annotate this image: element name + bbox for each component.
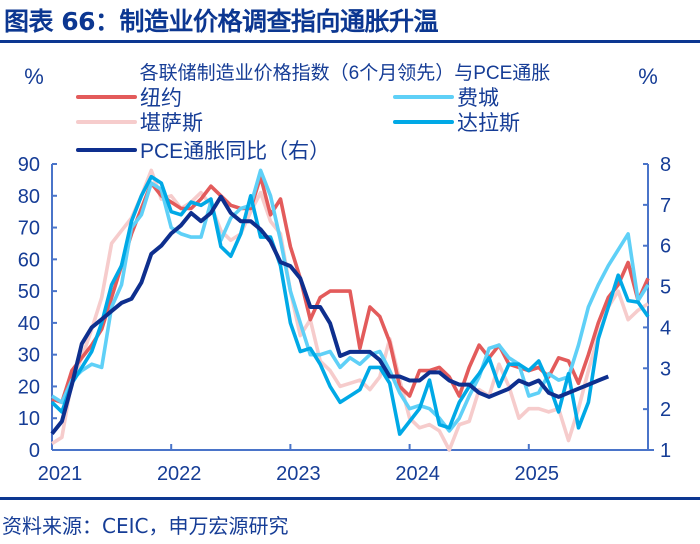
chart-title: 各联储制造业价格指数（6个月领先）与PCE通胀 <box>140 62 551 84</box>
right-tick-label: 5 <box>660 277 671 299</box>
right-tick-label: 6 <box>660 236 671 258</box>
left-axis-unit: % <box>24 64 44 89</box>
left-tick-label: 20 <box>18 376 40 398</box>
legend-label: 达拉斯 <box>457 112 520 135</box>
right-tick-label: 8 <box>660 154 671 176</box>
right-axis-unit: % <box>638 64 658 89</box>
left-tick-label: 0 <box>29 440 40 462</box>
right-tick-label: 2 <box>660 399 671 421</box>
right-tick-label: 7 <box>660 195 671 217</box>
left-tick-label: 40 <box>18 313 40 335</box>
series-line-3 <box>50 174 650 436</box>
x-tick-label: 2024 <box>395 463 440 485</box>
source-note: 资料来源：CEIC，申万宏源研究 <box>2 514 289 538</box>
left-tick-label: 60 <box>18 249 40 271</box>
right-tick-label: 1 <box>660 440 671 462</box>
x-tick-label: 2025 <box>515 463 560 485</box>
series-line-4 <box>50 194 610 435</box>
footer-rule <box>0 497 700 500</box>
x-tick-label: 2022 <box>157 463 202 485</box>
series-line-1 <box>51 168 650 433</box>
legend-label: PCE通胀同比（右） <box>140 140 330 163</box>
right-tick-label: 4 <box>660 317 671 339</box>
x-tick-label: 2021 <box>38 463 83 485</box>
left-tick-label: 80 <box>18 186 40 208</box>
legend-label: 纽约 <box>140 87 182 110</box>
legend-label: 堪萨斯 <box>140 112 203 135</box>
series-line-2 <box>51 168 649 452</box>
figure-title: 图表 66：制造业价格调查指向通胀升温 <box>4 7 439 36</box>
left-tick-label: 10 <box>18 408 40 430</box>
x-tick-label: 2023 <box>276 463 321 485</box>
legend-label: 费城 <box>457 87 499 110</box>
title-rule <box>0 40 700 43</box>
left-tick-label: 50 <box>18 281 40 303</box>
left-tick-label: 70 <box>18 218 40 240</box>
right-tick-label: 3 <box>660 358 671 380</box>
left-tick-label: 30 <box>18 345 40 367</box>
left-tick-label: 90 <box>18 154 40 176</box>
